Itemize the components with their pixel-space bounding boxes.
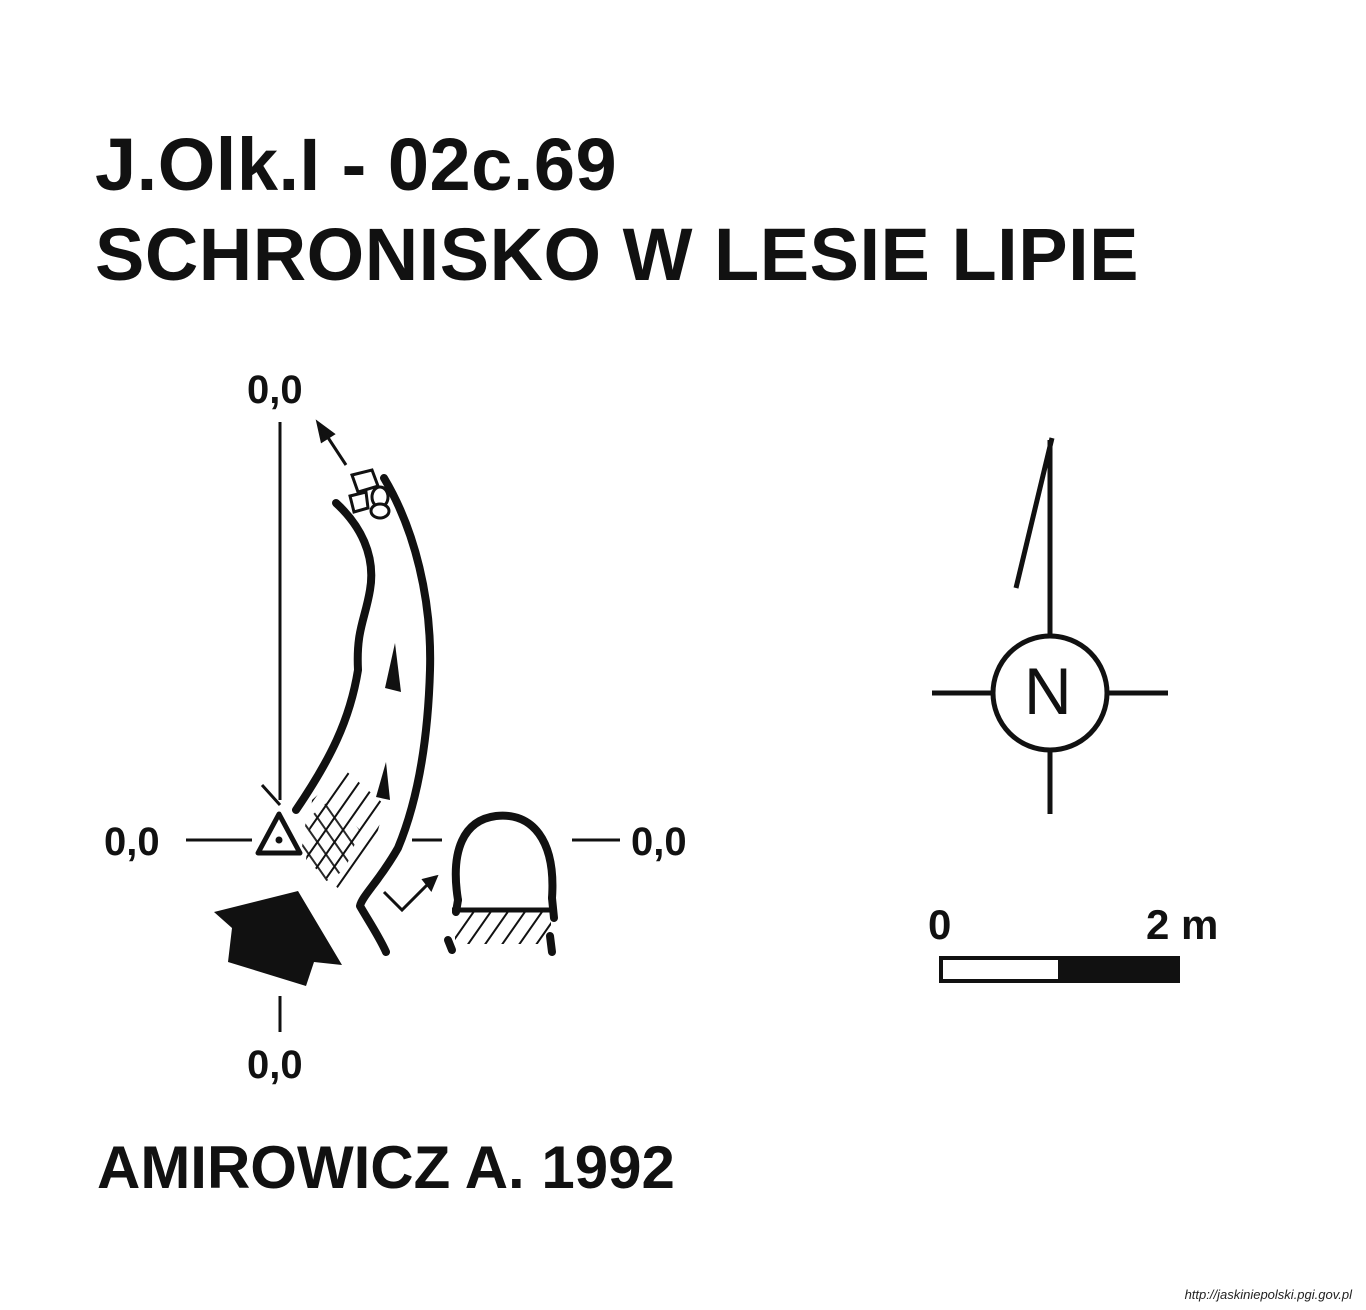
source-link[interactable]: http://jaskiniepolski.pgi.gov.pl — [1184, 1287, 1352, 1302]
level-label-top: 0,0 — [247, 368, 303, 412]
level-label-right: 0,0 — [631, 820, 687, 864]
survey-point-icon — [255, 783, 303, 856]
slope-triangle-lower — [376, 762, 390, 800]
cave-wall-left — [292, 499, 376, 814]
section-lines — [186, 422, 620, 1032]
sediment-hatch — [300, 770, 385, 890]
level-label-left: 0,0 — [104, 820, 160, 864]
scale-bar — [939, 956, 1180, 983]
level-label-bottom: 0,0 — [247, 1043, 303, 1087]
cave-walls — [292, 474, 435, 956]
scale-end-label: 2 m — [1146, 901, 1219, 948]
continuation-arrow-icon — [315, 419, 348, 466]
cave-wall-right — [356, 474, 435, 956]
author-credit: AMIROWICZ A. 1992 — [97, 1134, 675, 1201]
cave-name-title: SCHRONISKO W LESIE LIPIE — [95, 213, 1139, 296]
cross-section-profile — [444, 811, 558, 956]
rock-blocks-icon — [348, 468, 391, 520]
compass-north-letter: N — [1024, 654, 1072, 728]
slope-triangle-upper — [385, 643, 401, 692]
slope-marks — [376, 643, 401, 800]
scale-start-label: 0 — [928, 901, 952, 948]
entrance-arrow-icon — [214, 891, 342, 986]
cave-code-title: J.Olk.I - 02c.69 — [95, 123, 618, 206]
section-mark-arrow-icon — [382, 874, 439, 913]
north-compass-icon — [932, 437, 1168, 814]
